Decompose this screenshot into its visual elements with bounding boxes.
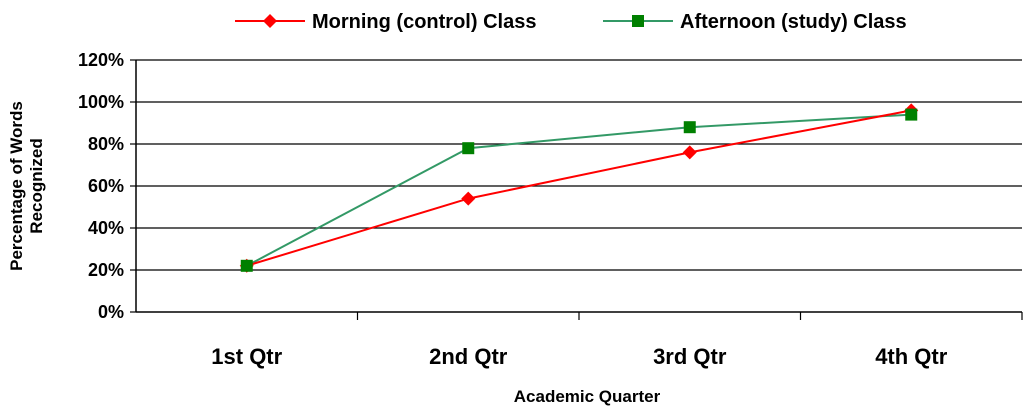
y-tick-label: 100% [78,92,124,112]
y-tick-label: 20% [88,260,124,280]
data-point-square [462,142,475,155]
data-point-diamond [682,145,697,160]
x-axis-title: Academic Quarter [514,387,661,406]
y-axis-title: Percentage of Words Recognized [7,101,46,271]
x-tick-label: 3rd Qtr [653,344,727,369]
data-point-diamond [461,191,476,206]
x-tick-label: 1st Qtr [211,344,282,369]
legend-label-morning: Morning (control) Class [312,11,536,33]
series-layer [239,103,919,273]
series-line-1 [246,113,912,267]
y-tick-label: 60% [88,176,124,196]
data-point-square [240,259,253,272]
legend-marker-afternoon [632,15,644,27]
x-tick-label: 4th Qtr [875,344,948,369]
legend-marker-morning [263,14,277,28]
legend: Morning (control) Class Afternoon (study… [235,11,907,33]
y-axis-title-line1: Percentage of Words [7,101,26,271]
y-tick-labels: 0% 20% 40% 60% 80% 100% 120% [78,50,124,322]
legend-item-morning: Morning (control) Class [235,11,536,33]
y-tick-label: 40% [88,218,124,238]
gridlines [130,59,1022,313]
series-line-0 [246,109,912,267]
x-tick-label: 2nd Qtr [429,344,508,369]
y-tick-label: 0% [98,302,124,322]
data-point-square [905,108,918,121]
y-axis-title-line2: Recognized [27,138,46,233]
legend-item-afternoon: Afternoon (study) Class [603,11,907,33]
y-tick-label: 120% [78,50,124,70]
legend-label-afternoon: Afternoon (study) Class [680,11,907,33]
x-tick-labels: 1st Qtr 2nd Qtr 3rd Qtr 4th Qtr [211,344,947,369]
y-tick-label: 80% [88,134,124,154]
axes [135,60,1023,320]
data-point-square [683,121,696,134]
